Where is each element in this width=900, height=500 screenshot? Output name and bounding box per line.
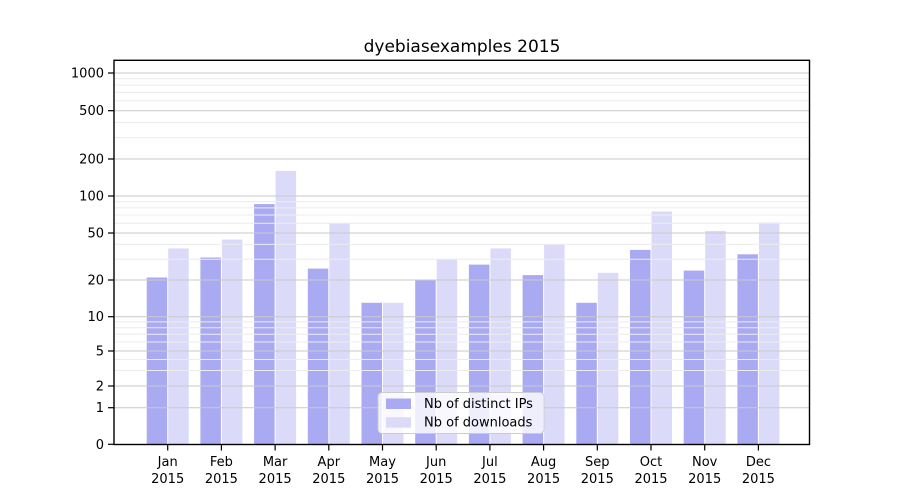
x-axis-year-label: 2015 (688, 472, 721, 487)
y-axis-tick-label: 2 (96, 380, 104, 395)
bar-distinct-ips (630, 249, 651, 445)
x-axis-month-label: Sep (585, 455, 610, 470)
x-axis-year-label: 2015 (581, 472, 614, 487)
x-axis-month-label: May (369, 455, 396, 470)
x-axis-year-label: 2015 (420, 472, 453, 487)
y-axis-tick-label: 200 (79, 153, 104, 168)
x-axis-year-label: 2015 (312, 472, 345, 487)
legend-label-downloads: Nb of downloads (424, 416, 533, 431)
chart-title: dyebiasexamples 2015 (364, 37, 561, 57)
plot-border (113, 59, 811, 446)
bar-downloads (705, 230, 726, 445)
x-axis-month-label: Oct (640, 455, 662, 470)
x-axis-month-label: Nov (692, 455, 718, 470)
bar-distinct-ips (683, 270, 705, 445)
bar-downloads (544, 244, 565, 445)
x-axis-month-label: Feb (210, 455, 233, 470)
bar-distinct-ips (307, 268, 329, 445)
x-axis-month-label: Mar (263, 455, 288, 470)
x-axis-year-label: 2015 (527, 472, 560, 487)
y-axis-tick-label: 10 (87, 310, 104, 325)
bar-downloads (275, 170, 297, 445)
legend-label-distinct-ips: Nb of distinct IPs (424, 397, 533, 412)
y-axis-tick-label: 1000 (71, 67, 104, 82)
x-axis-month-label: Dec (746, 455, 771, 470)
x-axis-month-label: Jul (481, 455, 498, 470)
y-axis-tick-label: 0 (96, 438, 104, 453)
bar-downloads (597, 272, 619, 445)
x-axis-year-label: 2015 (259, 472, 292, 487)
bar-distinct-ips (361, 302, 382, 445)
y-axis-tick-label: 1 (96, 401, 104, 416)
bar-distinct-ips (576, 302, 597, 445)
axes-layer: 0 1 2 5 10 20 50 100 200 500 1000 Jan 2015 Feb 2015 Mar… (71, 59, 811, 487)
legend: Nb of distinct IPs Nb of downloads (377, 392, 545, 434)
bar-distinct-ips (146, 277, 168, 445)
y-axis-tick-label: 50 (87, 227, 104, 242)
x-axis-month-label: Apr (318, 455, 341, 470)
x-axis-month-label: Jan (157, 455, 178, 470)
x-axis-year-label: 2015 (473, 472, 506, 487)
bar-distinct-ips (254, 204, 275, 445)
x-axis-month-label: Jun (425, 455, 446, 470)
y-axis-tick-label: 100 (79, 190, 104, 205)
y-axis-tick-label: 20 (87, 274, 104, 289)
legend-swatch-distinct-ips (386, 398, 411, 409)
bar-downloads (758, 222, 780, 445)
grid-layer (114, 72, 810, 409)
y-axis-tick-label: 5 (96, 345, 104, 360)
y-axis-tick-label: 500 (79, 104, 104, 119)
x-axis-year-label: 2015 (151, 472, 184, 487)
bar-downloads (168, 248, 189, 445)
x-axis-month-label: Aug (531, 455, 556, 470)
bar-distinct-ips (737, 254, 758, 445)
x-axis-year-label: 2015 (205, 472, 238, 487)
x-axis-year-label: 2015 (634, 472, 667, 487)
x-axis-year-label: 2015 (742, 472, 775, 487)
legend-box (377, 392, 545, 434)
x-axis-year-label: 2015 (366, 472, 399, 487)
legend-swatch-downloads (386, 417, 411, 428)
